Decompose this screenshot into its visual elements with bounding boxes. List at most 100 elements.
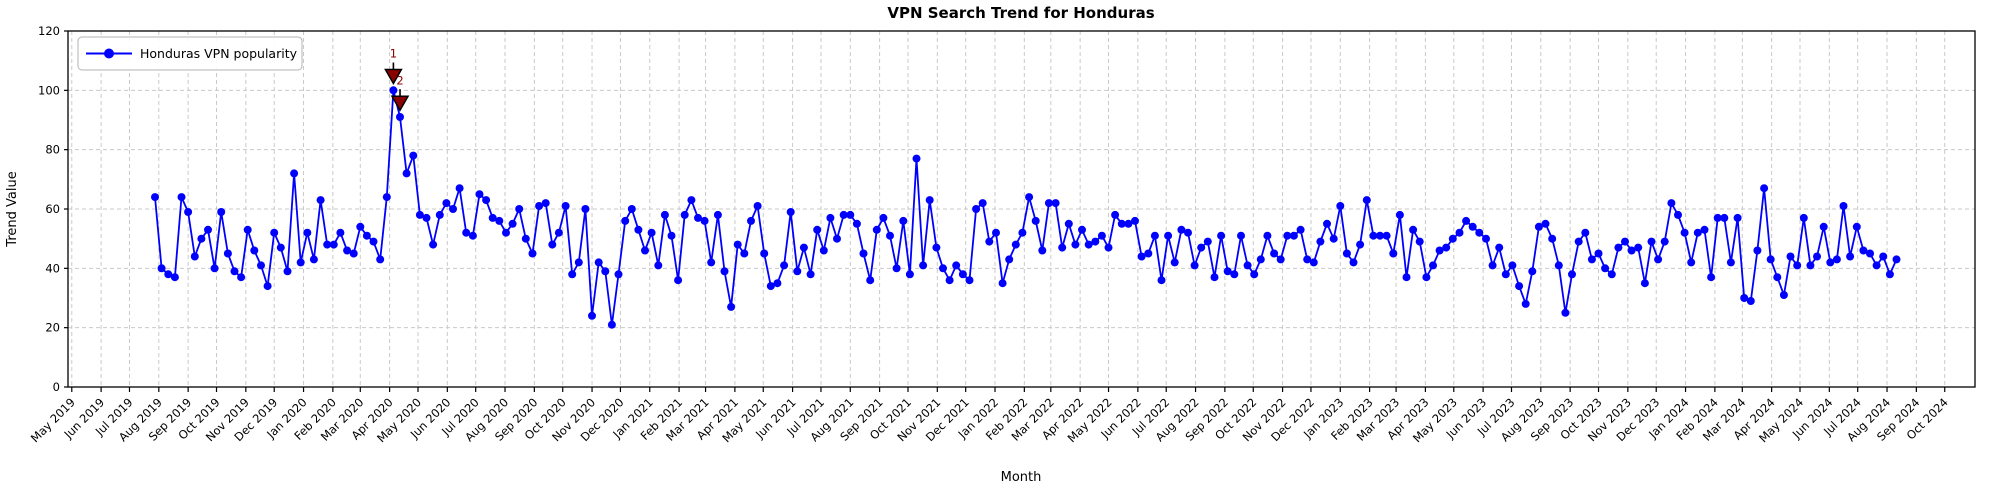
- data-point-marker: [336, 228, 345, 237]
- data-point-marker: [1131, 216, 1139, 225]
- data-point-marker: [1044, 199, 1053, 208]
- data-point-marker: [866, 276, 875, 285]
- data-point-marker: [627, 205, 636, 213]
- data-point-marker: [1501, 270, 1510, 279]
- data-point-marker: [1289, 231, 1298, 240]
- data-point-marker: [1442, 243, 1451, 252]
- data-point-marker: [687, 196, 696, 205]
- data-point-marker: [700, 216, 709, 225]
- data-point-marker: [1634, 243, 1643, 252]
- data-point-marker: [985, 237, 994, 246]
- data-point-marker: [197, 234, 206, 243]
- data-point-marker: [1223, 267, 1232, 276]
- data-point-marker: [1005, 255, 1014, 264]
- data-point-marker: [1051, 199, 1060, 208]
- data-point-marker: [290, 169, 299, 178]
- data-point-marker: [952, 261, 961, 270]
- data-point-marker: [780, 261, 789, 270]
- data-point-marker: [1104, 243, 1113, 252]
- data-point-marker: [1157, 276, 1166, 285]
- data-point-marker: [707, 258, 716, 267]
- data-point-marker: [1740, 294, 1749, 302]
- data-point-marker: [356, 222, 365, 231]
- data-point-marker: [806, 270, 815, 279]
- data-point-marker: [223, 249, 232, 258]
- data-point-marker: [1250, 270, 1259, 279]
- data-point-marker: [1422, 273, 1431, 282]
- data-point-marker: [329, 240, 338, 249]
- data-point-marker: [568, 270, 577, 279]
- data-point-marker: [1786, 252, 1795, 261]
- data-point-marker: [852, 219, 861, 228]
- data-point-marker: [1660, 237, 1669, 246]
- data-point-marker: [475, 190, 484, 199]
- data-point-marker: [1687, 258, 1696, 267]
- data-point-marker: [296, 258, 305, 267]
- data-point-marker: [614, 270, 623, 279]
- y-tick-label: 0: [53, 380, 60, 394]
- data-point-marker: [243, 225, 252, 234]
- data-point-marker: [1621, 237, 1629, 246]
- data-point-marker: [1111, 210, 1120, 219]
- data-point-marker: [1766, 255, 1775, 264]
- data-point-marker: [826, 213, 835, 222]
- data-point-marker: [541, 199, 550, 208]
- data-point-marker: [1885, 270, 1894, 279]
- data-point-marker: [1753, 246, 1762, 255]
- data-point-marker: [369, 237, 378, 246]
- data-point-marker: [1866, 249, 1874, 258]
- data-point-marker: [932, 243, 941, 252]
- data-point-marker: [1733, 213, 1742, 222]
- data-point-marker: [872, 225, 881, 234]
- data-point-marker: [535, 202, 544, 210]
- data-point-marker: [1164, 231, 1173, 240]
- data-point-marker: [1554, 261, 1563, 270]
- data-point-marker: [912, 154, 921, 163]
- data-point-marker: [435, 210, 444, 219]
- data-point-marker: [502, 228, 510, 237]
- data-point-marker: [1693, 228, 1702, 237]
- data-point-marker: [607, 320, 616, 329]
- data-point-marker: [747, 216, 755, 225]
- data-point-marker: [1362, 196, 1371, 205]
- data-point-marker: [1184, 228, 1192, 237]
- data-point-marker: [1329, 234, 1338, 243]
- data-point-marker: [429, 240, 438, 249]
- data-point-marker: [382, 193, 391, 202]
- data-point-marker: [766, 282, 775, 291]
- data-point-marker: [574, 258, 583, 267]
- data-point-marker: [283, 267, 292, 276]
- data-point-marker: [972, 205, 981, 213]
- data-point-marker: [978, 199, 987, 208]
- chart-title: VPN Search Trend for Honduras: [887, 4, 1154, 22]
- data-point-marker: [1462, 216, 1471, 225]
- data-point-marker: [1548, 234, 1557, 243]
- data-point-marker: [886, 231, 894, 240]
- data-point-marker: [833, 234, 841, 243]
- data-point-marker: [998, 279, 1007, 288]
- data-point-marker: [1190, 261, 1199, 270]
- data-point-marker: [740, 249, 749, 258]
- y-tick-label: 120: [38, 24, 60, 38]
- data-point-marker: [879, 213, 888, 222]
- data-point-marker: [1323, 219, 1331, 228]
- data-point-marker: [1097, 231, 1106, 240]
- data-point-marker: [508, 219, 517, 228]
- data-point-marker: [1607, 270, 1616, 279]
- data-point-marker: [760, 249, 769, 258]
- data-point-marker: [177, 193, 186, 202]
- data-point-marker: [594, 258, 603, 267]
- y-tick-label: 40: [45, 261, 60, 275]
- data-point-marker: [1256, 255, 1265, 264]
- data-point-marker: [349, 249, 358, 258]
- data-point-marker: [389, 86, 398, 95]
- data-point-marker: [1521, 299, 1530, 308]
- data-point-marker: [488, 213, 497, 222]
- data-point-marker: [184, 208, 193, 216]
- data-point-marker: [1389, 249, 1398, 258]
- annotation-triangle-icon: [390, 95, 410, 112]
- data-point-marker: [1640, 279, 1649, 288]
- series-line: [151, 86, 1901, 329]
- data-point-marker: [1409, 225, 1418, 234]
